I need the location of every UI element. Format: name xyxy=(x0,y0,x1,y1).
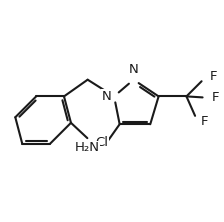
Text: F: F xyxy=(209,70,217,83)
Text: N: N xyxy=(101,90,111,103)
Text: H₂N: H₂N xyxy=(75,141,100,154)
Text: F: F xyxy=(201,115,208,128)
Text: Cl: Cl xyxy=(95,136,108,149)
Text: N: N xyxy=(129,63,138,76)
Text: F: F xyxy=(212,91,220,104)
